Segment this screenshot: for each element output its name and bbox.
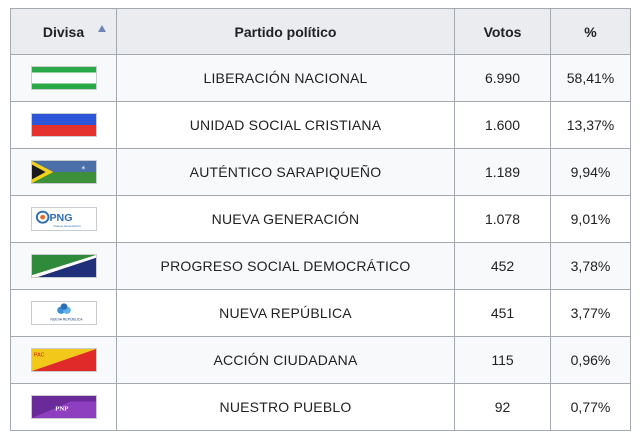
column-header-votos[interactable]: Votos [454, 8, 551, 55]
votes-value: 1.600 [454, 101, 551, 149]
votes-value: 115 [454, 336, 551, 384]
psd-flag-icon [30, 254, 97, 278]
pac-logo-text: PAC [33, 352, 44, 358]
divisa-cell: NUEVA REPÚBLICA [10, 289, 117, 337]
votes-value: 92 [454, 383, 551, 431]
votes-value: 452 [454, 242, 551, 290]
divisa-cell [10, 101, 117, 149]
election-results-table: Divisa Partido político Votos % LIBERACI… [10, 8, 631, 431]
column-header-porcentaje[interactable]: % [550, 8, 631, 55]
pnr-logo-subtext: NUEVA REPÚBLICA [50, 316, 83, 321]
party-name: ACCIÓN CIUDADANA [116, 336, 455, 384]
votes-value: 451 [454, 289, 551, 337]
percentage-value: 0,96% [550, 336, 631, 384]
table-row: LIBERACIÓN NACIONAL 6.990 58,41% [10, 54, 631, 102]
votes-value: 1.189 [454, 148, 551, 196]
table-row: PROGRESO SOCIAL DEMOCRÁTICO 452 3,78% [10, 242, 631, 290]
party-name: NUESTRO PUEBLO [116, 383, 455, 431]
png-logo-subtext: Nueva Generación [53, 224, 81, 228]
party-name: NUEVA GENERACIÓN [116, 195, 455, 243]
table-row: UNIDAD SOCIAL CRISTIANA 1.600 13,37% [10, 101, 631, 149]
divisa-cell: PNP [10, 383, 117, 431]
table-row: PAC ACCIÓN CIUDADANA 115 0,96% [10, 336, 631, 384]
png-logo-text: PNG [49, 213, 72, 224]
pas-flag-icon: ✶ [30, 160, 97, 184]
pusc-flag-icon [30, 113, 97, 137]
pnr-logo-icon: NUEVA REPÚBLICA [30, 301, 97, 325]
party-name: PROGRESO SOCIAL DEMOCRÁTICO [116, 242, 455, 290]
percentage-value: 13,37% [550, 101, 631, 149]
divisa-cell [10, 242, 117, 290]
pac-flag-icon: PAC [30, 348, 97, 372]
votes-value: 6.990 [454, 54, 551, 102]
svg-text:✶: ✶ [80, 164, 86, 172]
column-header-divisa-label: Divisa [42, 23, 85, 40]
table-row: PNG Nueva Generación NUEVA GENERACIÓN 1.… [10, 195, 631, 243]
percentage-value: 3,77% [550, 289, 631, 337]
percentage-value: 58,41% [550, 54, 631, 102]
table-row: NUEVA REPÚBLICA NUEVA REPÚBLICA 451 3,77… [10, 289, 631, 337]
divisa-cell [10, 54, 117, 102]
party-name: NUEVA REPÚBLICA [116, 289, 455, 337]
divisa-cell: PAC [10, 336, 117, 384]
percentage-value: 9,01% [550, 195, 631, 243]
pln-flag-icon [30, 66, 97, 90]
column-header-partido[interactable]: Partido político [116, 8, 455, 55]
table-row: ✶ AUTÉNTICO SARAPIQUEÑO 1.189 9,94% [10, 148, 631, 196]
divisa-cell: PNG Nueva Generación [10, 195, 117, 243]
percentage-value: 9,94% [550, 148, 631, 196]
percentage-value: 3,78% [550, 242, 631, 290]
sort-ascending-icon[interactable] [98, 25, 106, 32]
party-name: AUTÉNTICO SARAPIQUEÑO [116, 148, 455, 196]
percentage-value: 0,77% [550, 383, 631, 431]
divisa-cell: ✶ [10, 148, 117, 196]
votes-value: 1.078 [454, 195, 551, 243]
party-name: UNIDAD SOCIAL CRISTIANA [116, 101, 455, 149]
table-header-row: Divisa Partido político Votos % [10, 8, 631, 55]
png-logo-icon: PNG Nueva Generación [30, 207, 97, 231]
column-header-divisa[interactable]: Divisa [10, 8, 117, 55]
pnp-logo-text: PNP [55, 406, 68, 413]
pnp-flag-icon: PNP [30, 395, 97, 419]
table-row: PNP NUESTRO PUEBLO 92 0,77% [10, 383, 631, 431]
party-name: LIBERACIÓN NACIONAL [116, 54, 455, 102]
